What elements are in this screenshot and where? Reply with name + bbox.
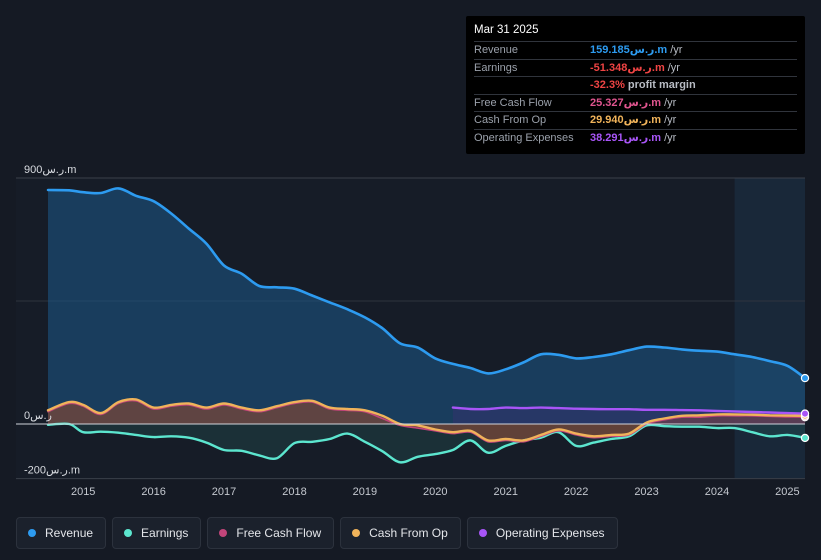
- tooltip-row: Revenue 159.185ر.س.m/yr: [474, 42, 797, 60]
- legend-item-operating-expenses[interactable]: Operating Expenses: [466, 517, 618, 549]
- tooltip-row-value: -32.3%: [590, 79, 625, 92]
- tooltip-row-label: [474, 77, 590, 94]
- y-tick-label: 900ر.س.m: [24, 164, 76, 176]
- chart: 900ر.س.m0ر.س-200ر.س.m 2015 2016 2017 2018 20…: [16, 164, 810, 498]
- tooltip-row-unit: profit margin: [627, 79, 696, 92]
- x-tick-label: 2015: [71, 486, 95, 498]
- y-tick-label: -200ر.س.m: [24, 465, 80, 477]
- legend-dot-icon: [478, 529, 487, 537]
- x-tick-label: 2022: [564, 486, 588, 498]
- tooltip-row-label: Free Cash Flow: [474, 96, 552, 109]
- tooltip-row: Earnings -51.348ر.س.m/yr: [474, 60, 797, 78]
- tooltip-row-unit: /yr: [664, 114, 677, 127]
- tooltip-row: Cash From Op 29.940ر.س.m/yr: [474, 112, 797, 130]
- tooltip-rows: Revenue 159.185ر.س.m/yr Earnings -51.348ر.س…: [474, 42, 797, 147]
- free-cash-flow-area: [48, 400, 805, 443]
- legend: Revenue Earnings Free Cash Flow Cash From O…: [16, 517, 618, 549]
- legend-item-earnings[interactable]: Earnings: [112, 517, 202, 549]
- tooltip-row-label: Operating Expenses: [474, 131, 574, 144]
- y-tick-label: 0ر.س: [24, 410, 52, 422]
- x-tick-label: 2018: [282, 486, 306, 498]
- x-tick-label: 2017: [212, 486, 236, 498]
- tooltip-panel: Mar 31 2025 Revenue 159.185ر.س.m/yr Earnin…: [466, 16, 805, 154]
- legend-dot-icon: [28, 529, 36, 537]
- legend-item-cash-from-op[interactable]: Cash From Op: [340, 517, 461, 549]
- legend-item-free-cash-flow[interactable]: Free Cash Flow: [207, 517, 335, 549]
- tooltip-row: Free Cash Flow 25.327ر.س.m/yr: [474, 95, 797, 113]
- series-lines: [16, 187, 807, 464]
- tooltip-row: -32.3% profit margin: [474, 77, 797, 95]
- tooltip-row-value: 159.185ر.س.m: [590, 44, 668, 56]
- legend-item-revenue[interactable]: Revenue: [16, 517, 107, 549]
- tooltip-row-label: Revenue: [474, 44, 519, 56]
- operating-expenses-line: [451, 406, 807, 415]
- forecast-highlight: [734, 178, 805, 478]
- legend-label: Free Cash Flow: [236, 526, 322, 540]
- x-tick-label: 2023: [634, 486, 658, 498]
- tooltip-row-value: -51.348ر.س.m: [590, 61, 665, 74]
- x-tick-label: 2021: [493, 486, 517, 498]
- earnings-line: [46, 422, 807, 464]
- revenue-endpoint[interactable]: [800, 373, 810, 383]
- revenue-line: [46, 187, 807, 380]
- tooltip-row-unit: /yr: [667, 61, 680, 74]
- tooltip-row-unit: /yr: [664, 96, 677, 109]
- series-endpoints[interactable]: [800, 373, 810, 443]
- x-axis: 2015 2016 2017 2018 2019 2020 2021 2022 2023 2024…: [71, 486, 800, 498]
- legend-dot-icon: [352, 529, 361, 537]
- x-tick-label: 2025: [775, 486, 799, 498]
- x-tick-label: 2020: [423, 486, 447, 498]
- tooltip-row-label: Cash From Op: [474, 114, 547, 127]
- legend-label: Operating Expenses: [495, 526, 605, 540]
- tooltip-row-unit: /yr: [670, 44, 683, 56]
- x-tick-label: 2016: [141, 486, 165, 498]
- legend-label: Earnings: [141, 526, 189, 540]
- tooltip-row-unit: /yr: [664, 131, 677, 144]
- cash-from-op-area: [48, 399, 805, 441]
- cash-from-op-line: [46, 397, 807, 442]
- revenue-area: [48, 188, 805, 424]
- earnings-endpoint[interactable]: [800, 433, 810, 443]
- legend-label: Cash From Op: [369, 526, 448, 540]
- x-tick-label: 2019: [353, 486, 377, 498]
- tooltip-row-value: 25.327ر.س.m: [590, 96, 662, 109]
- tooltip-row-label: Earnings: [474, 61, 518, 74]
- tooltip-row-value: 29.940ر.س.m: [590, 114, 662, 127]
- legend-dot-icon: [124, 529, 133, 537]
- tooltip-row: Operating Expenses 38.291ر.س.m/yr: [474, 130, 797, 147]
- y-axis: 900ر.س.m 0ر.س -200ر.س.m: [24, 164, 80, 477]
- tooltip-row-value: 38.291ر.س.m: [590, 131, 662, 144]
- legend-label: Revenue: [45, 526, 94, 540]
- tooltip-date: Mar 31 2025: [474, 24, 797, 42]
- x-tick-label: 2024: [705, 486, 729, 498]
- legend-dot-icon: [219, 529, 228, 537]
- operating-expenses-endpoint[interactable]: [800, 409, 810, 418]
- free-cash-flow-line: [47, 399, 806, 443]
